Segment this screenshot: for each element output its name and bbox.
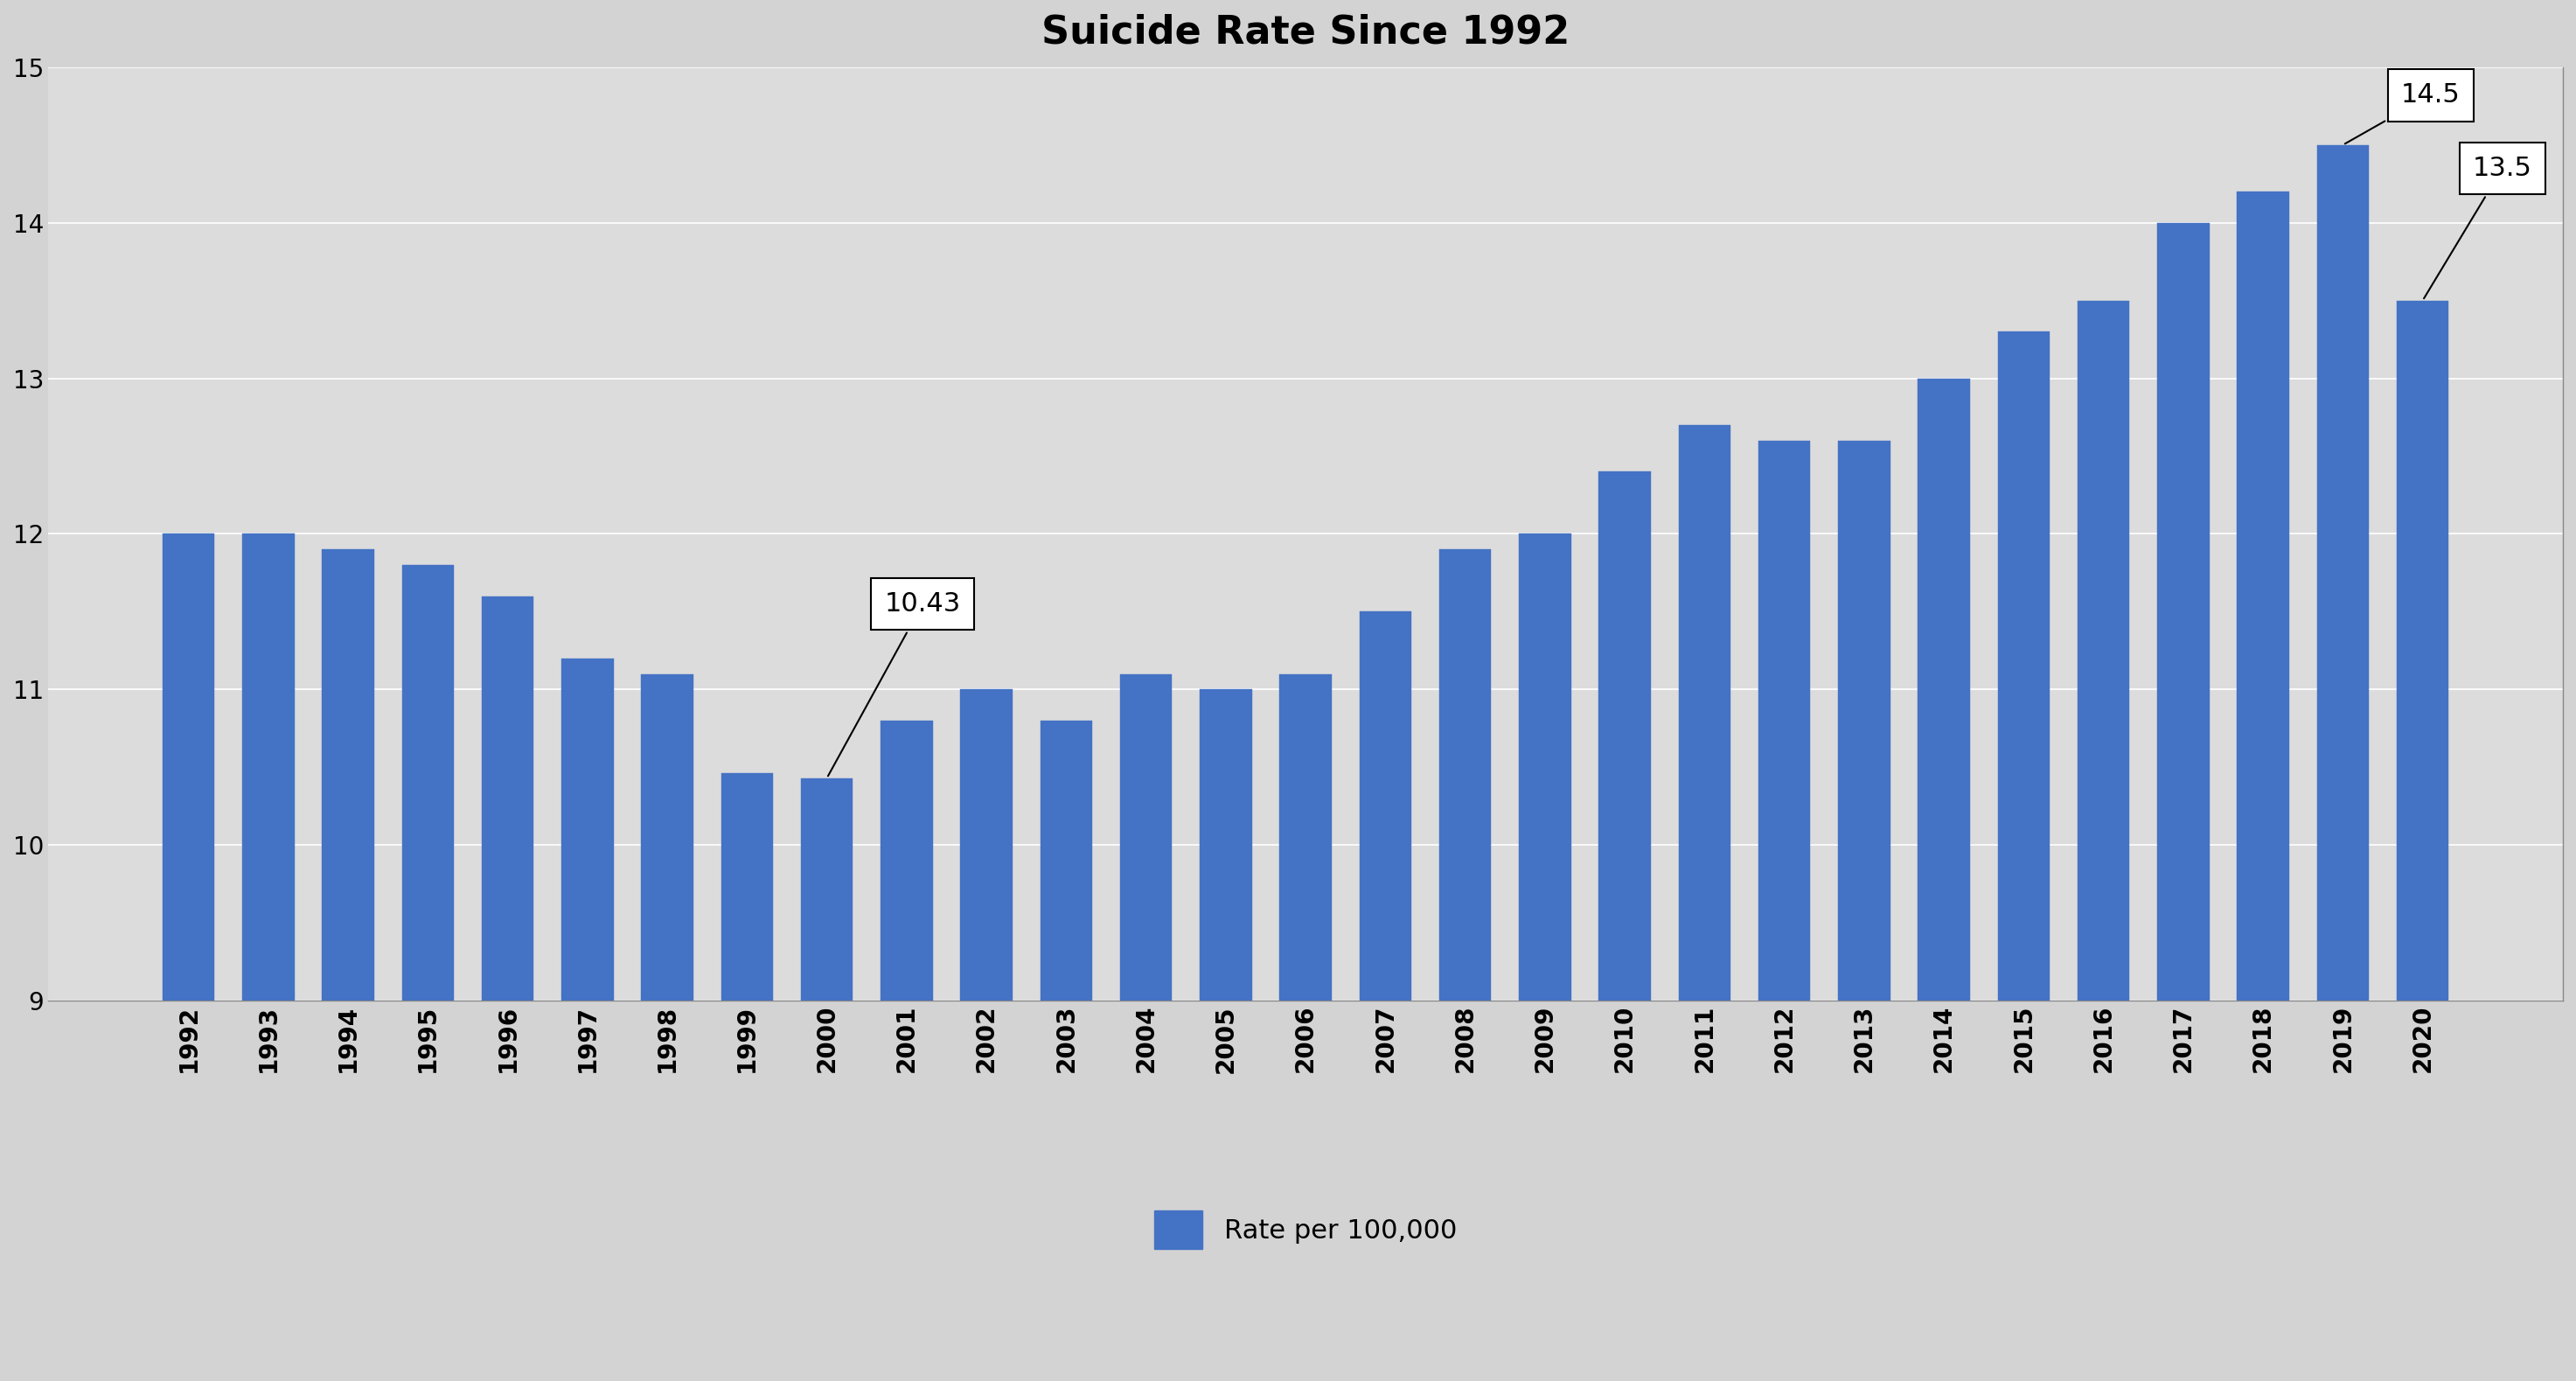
Bar <box>2236 192 2290 1001</box>
Bar <box>641 674 693 1001</box>
Bar <box>2156 222 2210 1001</box>
Bar <box>1360 612 1412 1001</box>
Bar <box>1121 674 1172 1001</box>
Bar <box>2396 301 2450 1001</box>
Bar <box>1839 441 1891 1001</box>
Bar <box>801 778 853 1001</box>
Bar <box>2079 301 2130 1001</box>
Bar <box>242 534 294 1001</box>
Legend: Rate per 100,000: Rate per 100,000 <box>1154 1211 1458 1248</box>
Bar <box>1600 472 1651 1001</box>
Bar <box>1200 689 1252 1001</box>
Bar <box>1759 441 1811 1001</box>
Bar <box>1440 550 1492 1001</box>
Bar <box>402 565 453 1001</box>
Bar <box>961 689 1012 1001</box>
Bar <box>322 550 374 1001</box>
Bar <box>562 659 613 1001</box>
Bar <box>2316 145 2370 1001</box>
Bar <box>1680 425 1731 1001</box>
Bar <box>1999 331 2050 1001</box>
Bar <box>482 597 533 1001</box>
Title: Suicide Rate Since 1992: Suicide Rate Since 1992 <box>1041 12 1569 51</box>
Bar <box>881 721 933 1001</box>
Text: 10.43: 10.43 <box>827 591 961 776</box>
Bar <box>1041 721 1092 1001</box>
Bar <box>162 534 214 1001</box>
Bar <box>721 773 773 1001</box>
Bar <box>1280 674 1332 1001</box>
Bar <box>1520 534 1571 1001</box>
Text: 13.5: 13.5 <box>2424 156 2532 298</box>
Bar <box>1919 378 1971 1001</box>
Text: 14.5: 14.5 <box>2344 83 2460 144</box>
